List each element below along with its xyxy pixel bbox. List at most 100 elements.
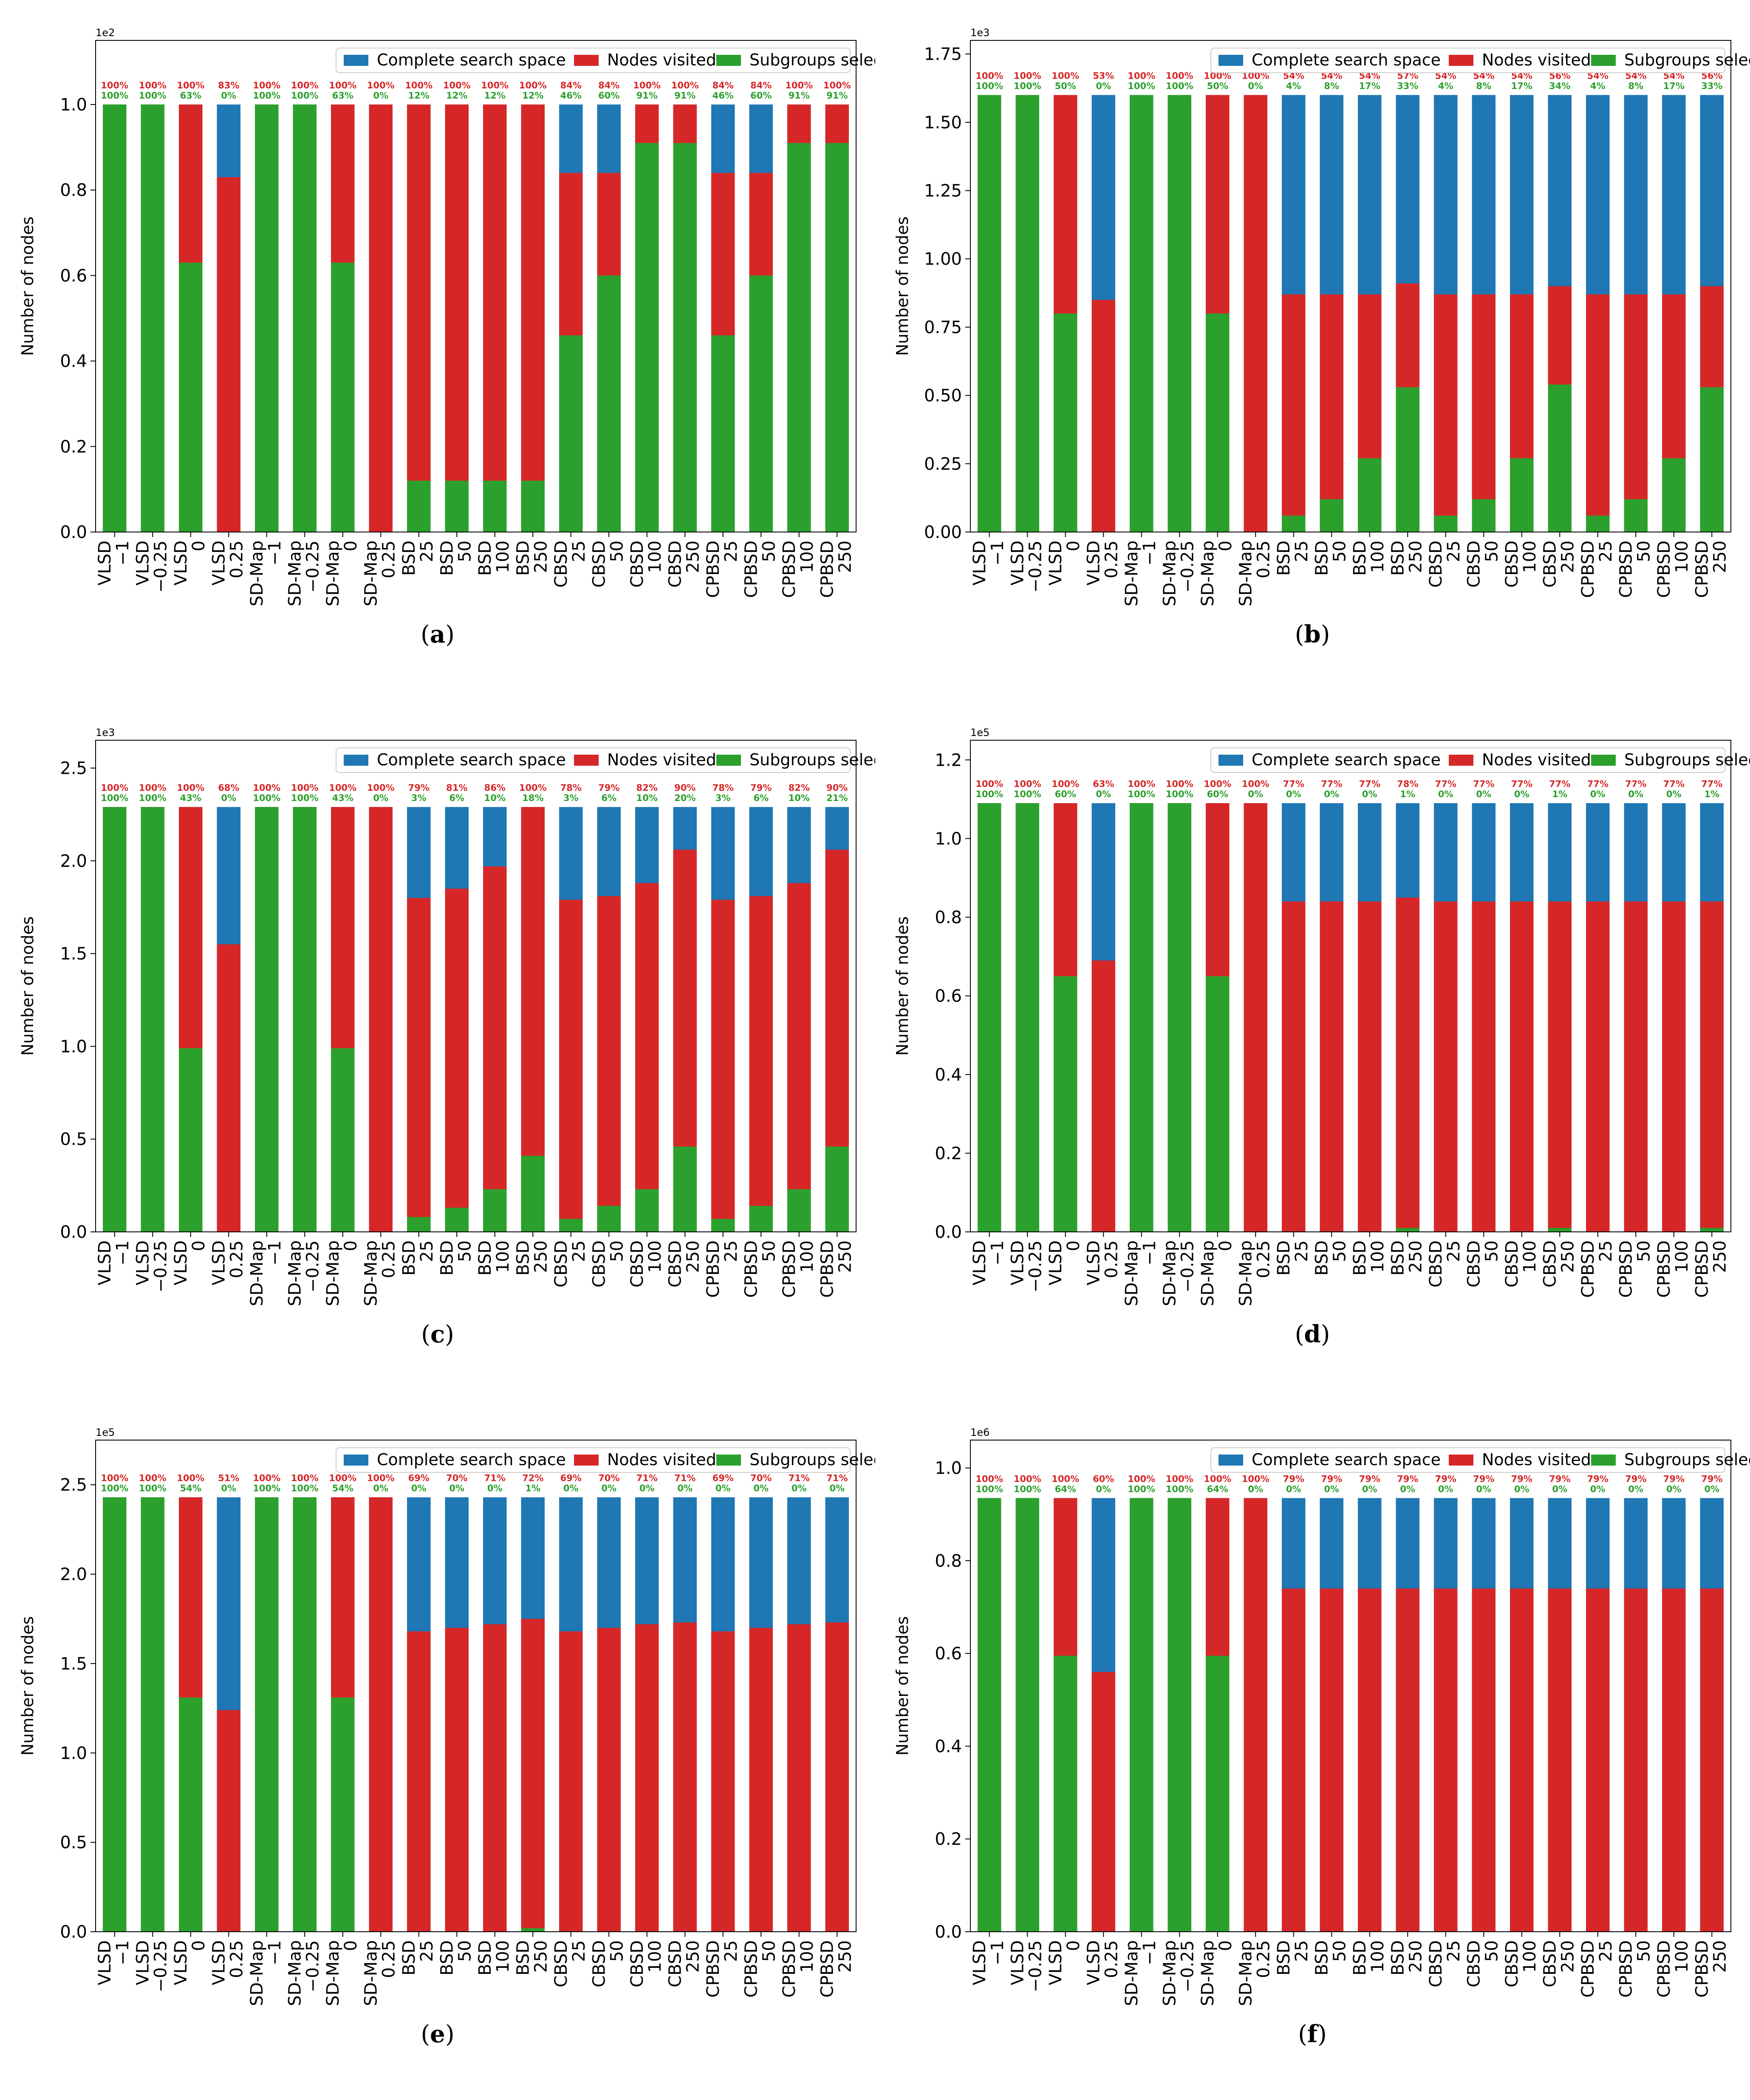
legend-subgroups-selected-swatch (716, 1455, 741, 1466)
pct-selected-label: 33% (1397, 81, 1418, 91)
pct-selected-label: 100% (1014, 789, 1041, 799)
bar-nodes-visited (1586, 1588, 1610, 1932)
y-tick-label: 0.2 (60, 437, 87, 457)
x-tick-label: VLSD−1 (970, 541, 1007, 586)
x-tick-label: CPBSD250 (817, 541, 855, 598)
pct-visited-label: 100% (177, 783, 204, 793)
bar-subgroups-selected (445, 1208, 469, 1232)
chart-panel-c: 1e3 Number of nodes 0.0 0.5 1.0 1.5 2.0 2.5 100%… (0, 700, 875, 1400)
pct-visited-label: 100% (291, 783, 319, 793)
bar-nodes-visited (1091, 1672, 1115, 1932)
bar-nodes-visited (369, 104, 393, 532)
legend-subgroups-selected-swatch (1591, 755, 1616, 766)
pct-visited-label: 79% (1359, 1474, 1380, 1484)
y-tick-label: 0.6 (935, 987, 962, 1006)
bar-subgroups-selected (1510, 458, 1534, 532)
legend-nodes-visited-swatch (574, 55, 599, 66)
x-tick-label: CBSD50 (589, 1240, 627, 1288)
x-tick-label: VLSD−0.25 (133, 1240, 170, 1293)
bar-subgroups-selected (293, 807, 317, 1232)
pct-selected-label: 10% (484, 793, 506, 803)
pct-selected-label: 100% (101, 91, 128, 101)
bar-nodes-visited (407, 898, 431, 1232)
x-tick-label: VLSD−0.25 (133, 541, 170, 593)
x-tick-label: CPBSD250 (817, 1940, 855, 1998)
x-tick-label: CPBSD50 (741, 1940, 779, 1998)
pct-selected-label: 12% (446, 91, 467, 101)
pct-visited-label: 63% (1093, 779, 1114, 789)
pct-selected-label: 0% (1514, 789, 1529, 799)
pct-visited-label: 100% (253, 783, 280, 793)
bar-subgroups-selected (635, 1189, 659, 1232)
bar-subgroups-selected (1548, 1228, 1572, 1232)
bar-nodes-visited (711, 900, 735, 1232)
pct-selected-label: 0% (1400, 1484, 1415, 1494)
pct-selected-label: 17% (1359, 81, 1380, 91)
x-tick-label: VLSD−1 (95, 1940, 133, 1985)
pct-visited-label: 100% (253, 80, 280, 91)
bar-subgroups-selected (1282, 515, 1306, 532)
x-tick-label: CBSD50 (589, 541, 627, 588)
pct-selected-label: 0% (411, 1483, 427, 1494)
bar-nodes-visited (1396, 897, 1419, 1232)
bar-nodes-visited (483, 1624, 507, 1932)
x-tick-label: CPBSD50 (1616, 541, 1654, 598)
legend-nodes-visited-swatch (1449, 55, 1473, 66)
bar-subgroups-selected (825, 1146, 849, 1232)
bar-subgroups-selected (1130, 1498, 1153, 1932)
bar-nodes-visited (445, 104, 469, 532)
bar-subgroups-selected (293, 1497, 317, 1932)
legend-subgroups-selected-swatch (1591, 55, 1616, 66)
pct-visited-label: 60% (1093, 1474, 1114, 1484)
x-tick-label: BSD100 (1350, 1240, 1388, 1276)
legend-subgroups-selected-label: Subgroups selected (749, 1450, 875, 1469)
pct-visited-label: 100% (405, 80, 433, 91)
pct-selected-label: 0% (1096, 789, 1111, 799)
x-tick-label: CPBSD100 (780, 1240, 817, 1298)
pct-visited-label: 79% (1663, 1474, 1685, 1484)
bar-nodes-visited (749, 1627, 773, 1932)
pct-selected-label: 0% (1476, 789, 1491, 799)
pct-visited-label: 100% (1014, 1474, 1041, 1484)
pct-visited-label: 100% (519, 783, 547, 793)
pct-selected-label: 100% (253, 91, 280, 101)
pct-selected-label: 0% (1096, 81, 1111, 91)
y-axis-label: Number of nodes (18, 216, 37, 356)
pct-selected-label: 0% (1628, 1484, 1643, 1494)
bar-nodes-visited (1434, 1588, 1458, 1932)
bar-nodes-visited (1472, 901, 1496, 1232)
legend: Complete search space Nodes visited Subgro… (1210, 747, 1750, 773)
bar-nodes-visited (1091, 960, 1115, 1232)
pct-selected-label: 21% (826, 793, 848, 803)
pct-visited-label: 100% (329, 1473, 356, 1483)
y-tick-label: 2.5 (60, 758, 87, 778)
pct-selected-label: 0% (677, 1483, 693, 1494)
bar-subgroups-selected (711, 1219, 735, 1232)
bar-subgroups-selected (1662, 458, 1686, 532)
pct-visited-label: 71% (636, 1473, 658, 1483)
x-tick-label: CBSD25 (1426, 541, 1464, 588)
pct-visited-label: 79% (750, 783, 772, 793)
pct-visited-label: 100% (139, 1473, 167, 1483)
pct-visited-label: 69% (560, 1473, 582, 1483)
caption-c: (c) (421, 1320, 454, 1348)
y-axis-label: Number of nodes (893, 216, 912, 356)
legend-complete-search-space-swatch (1218, 755, 1243, 766)
pct-visited-label: 77% (1663, 779, 1685, 789)
bar-nodes-visited (673, 1622, 697, 1932)
pct-selected-label: 54% (332, 1483, 353, 1494)
pct-selected-label: 1% (1552, 789, 1567, 799)
x-tick-label: VLSD0 (171, 1240, 209, 1285)
bar-subgroups-selected (978, 1498, 1001, 1932)
caption-f: (f) (1298, 2020, 1327, 2048)
x-tick-label: BSD100 (1350, 1940, 1388, 1975)
pct-visited-label: 79% (1397, 1474, 1418, 1484)
bar-subgroups-selected (255, 1497, 279, 1932)
x-tick-label: SD-Map−1 (1122, 541, 1159, 606)
pct-visited-label: 71% (674, 1473, 695, 1483)
y-tick-label: 1.0 (935, 1458, 962, 1478)
x-tick-label: SD-Map−0.25 (285, 1240, 322, 1306)
pct-visited-label: 100% (1242, 1474, 1269, 1484)
bar-nodes-visited (1358, 901, 1382, 1232)
pct-selected-label: 60% (1207, 789, 1228, 799)
